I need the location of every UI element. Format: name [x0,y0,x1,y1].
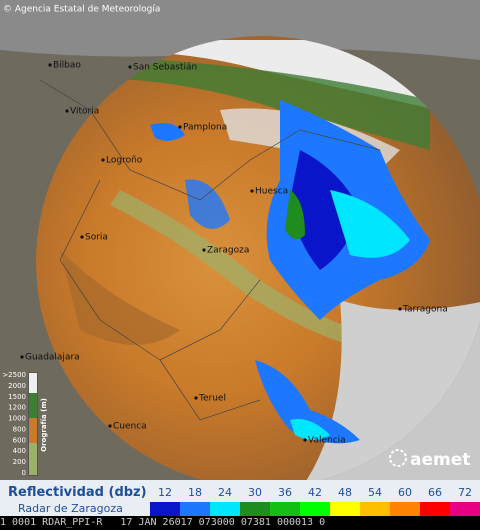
dbz-label: 12 [158,486,172,499]
oro-label: 1200 [8,404,26,412]
city-dot [80,235,84,239]
logo-mark [389,449,407,467]
city-dot [65,109,69,113]
dbz-label: 18 [188,486,202,499]
pyrenees [40,60,430,150]
city-labels: Bilbao San Sebastián Vitoria Pamplona Logroñ… [20,61,448,446]
city-dot [108,424,112,428]
ebro-valley [110,190,360,345]
logo-text: aemet [410,450,470,470]
legend-title: Reflectividad (dbz) [8,485,147,500]
oro-swatch [29,393,37,418]
city-dot [250,189,254,193]
city-label: Guadalajara [25,353,80,363]
echo [330,190,410,258]
city-label: Bilbao [53,61,81,71]
dbz-label: 54 [368,486,382,499]
echo [290,150,360,270]
oro-label: 400 [13,447,26,455]
city-label: Logroño [106,156,143,166]
dbz-swatch [330,502,360,516]
city-label: Zaragoza [207,246,249,256]
dbz-swatch [450,502,480,516]
city-label: Soria [85,233,108,243]
echo [255,360,360,444]
city-dot [398,307,402,311]
oro-swatch [29,373,37,393]
dbz-label: 36 [278,486,292,499]
city-label: Pamplona [183,123,227,133]
city-label: Huesca [255,187,288,197]
echo [185,179,230,229]
echo [150,122,185,141]
city-dot [303,438,307,442]
city-label: Teruel [198,394,226,404]
echo [290,419,330,440]
aemet-logo: aemet [389,449,470,470]
dbz-label: 30 [248,486,262,499]
city-label: San Sebastián [133,63,197,73]
city-dot [101,158,105,162]
city-dot [202,248,206,252]
dbz-swatch [390,502,420,516]
dbz-swatch [420,502,450,516]
legend-panel: Reflectividad (dbz) Radar de Zaragoza 12… [0,480,480,530]
oro-label: 1000 [8,415,26,423]
dbz-label: 48 [338,486,352,499]
dbz-swatch [150,502,180,516]
oro-label: 2000 [8,382,26,390]
dbz-swatch [270,502,300,516]
sea-north [0,0,480,60]
dbz-swatch [300,502,330,516]
oro-swatch [29,443,37,475]
oro-label: 600 [13,436,26,444]
dbz-label: 60 [398,486,412,499]
city-label: Vitoria [70,107,99,117]
dbz-label: 42 [308,486,322,499]
radar-map: © Agencia Estatal de Meteorología Bilbao… [0,0,480,480]
dbz-label: 66 [428,486,442,499]
city-dot [178,125,182,129]
oro-label: 1500 [8,393,26,401]
copyright: © Agencia Estatal de Meteorología [3,5,160,15]
legend-subtitle: Radar de Zaragoza [18,502,123,515]
dbz-swatch [180,502,210,516]
city-dot [128,65,132,69]
city-label: Tarragona [402,305,448,315]
borders [39,79,381,421]
echo [285,190,305,239]
dbz-swatch [360,502,390,516]
oro-label: >2500 [2,371,26,379]
oro-label: 200 [13,458,26,466]
city-label: Cuenca [113,422,147,432]
dbz-swatch [240,502,270,516]
city-label: Valencia [308,436,346,446]
dbz-swatch [210,502,240,516]
dbz-label: 72 [458,486,472,499]
oro-label: 0 [22,469,26,477]
city-dot [48,63,52,67]
status-bar: 1 0001 RDAR_PPI-R 17 JAN 26017 073000 07… [0,516,480,530]
oro-swatch [29,418,37,443]
oro-label: 800 [13,425,26,433]
city-dot [194,396,198,400]
oro-title: Orografía (m) [40,398,48,452]
iberian-range [60,250,180,345]
dbz-label: 24 [218,486,232,499]
city-dot [20,355,24,359]
radar-echoes [150,100,430,444]
